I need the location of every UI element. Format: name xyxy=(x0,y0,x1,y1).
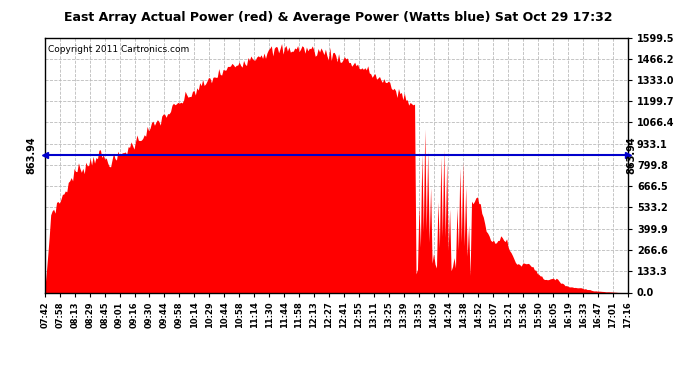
Text: East Array Actual Power (red) & Average Power (Watts blue) Sat Oct 29 17:32: East Array Actual Power (red) & Average … xyxy=(64,11,612,24)
Text: 863.94: 863.94 xyxy=(627,136,636,174)
Text: 863.94: 863.94 xyxy=(26,136,36,174)
Text: Copyright 2011 Cartronics.com: Copyright 2011 Cartronics.com xyxy=(48,45,189,54)
